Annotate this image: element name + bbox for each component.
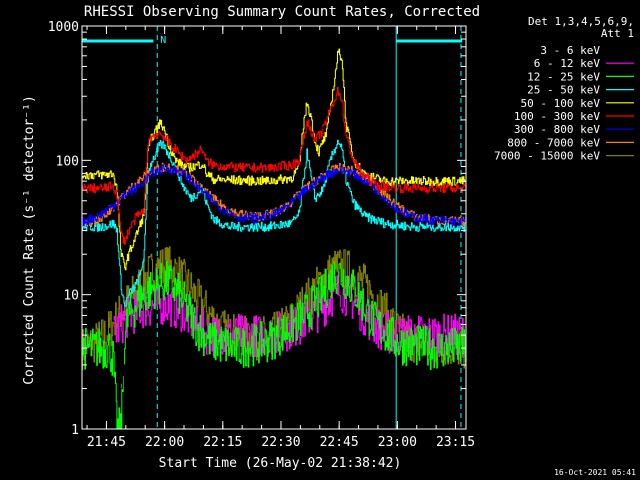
x-tick-label-0: 21:45 — [87, 435, 126, 450]
y-tick-label-0: 1 — [71, 423, 79, 438]
plot-area: N — [81, 26, 466, 430]
x-tick-label-6: 23:15 — [436, 435, 475, 450]
series-line-2 — [82, 260, 466, 430]
series-line-5 — [82, 86, 466, 245]
chart-title: RHESSI Observing Summary Count Rates, Co… — [84, 4, 480, 20]
series-line-7 — [82, 162, 466, 228]
legend-label-2: 12 - 25 keV — [527, 70, 600, 83]
x-axis-label: Start Time (26-May-02 21:38:42) — [159, 456, 402, 471]
legend-label-0: 3 - 6 keV — [540, 44, 600, 57]
x-tick-label-4: 22:45 — [320, 435, 359, 450]
series-line-8 — [82, 246, 466, 371]
x-tick-label-1: 22:00 — [145, 435, 184, 450]
y-tick-label-1: 10 — [63, 289, 79, 304]
x-tick-label-3: 22:30 — [261, 435, 300, 450]
legend-header: Det 1,3,4,5,6,9,Att 1 — [528, 15, 634, 40]
series-line-6 — [82, 164, 466, 227]
series-line-4 — [82, 48, 466, 271]
legend-label-1: 6 - 12 keV — [534, 57, 601, 70]
y-tick-label-2: 100 — [56, 154, 79, 169]
footer-timestamp: 16-Oct-2021 05:41 — [554, 468, 636, 477]
x-axis: 21:45 22:00 22:15 22:30 22:45 23:00 23:15 — [86, 26, 475, 450]
x-tick-label-5: 23:00 — [378, 435, 417, 450]
annotation-0: N — [160, 35, 166, 46]
plot-frame — [81, 25, 467, 430]
legend-label-8: 7000 - 15000 keV — [494, 150, 600, 163]
y-axis: 1 10 100 1000 — [48, 20, 466, 438]
legend-label-4: 50 - 100 keV — [521, 97, 601, 110]
legend-header-line-1: Att 1 — [601, 27, 634, 40]
series-line-3 — [82, 139, 466, 307]
y-axis-label: Corrected Count Rate (s⁻¹ detector⁻¹) — [22, 95, 37, 385]
legend-label-5: 100 - 300 keV — [514, 110, 600, 123]
x-tick-label-2: 22:15 — [203, 435, 242, 450]
legend-label-7: 800 - 7000 keV — [507, 136, 600, 149]
legend-label-6: 300 - 800 keV — [514, 123, 600, 136]
y-tick-label-3: 1000 — [48, 20, 79, 35]
legend-header-line-0: Det 1,3,4,5,6,9, — [528, 15, 634, 28]
legend-label-3: 25 - 50 keV — [527, 84, 600, 97]
